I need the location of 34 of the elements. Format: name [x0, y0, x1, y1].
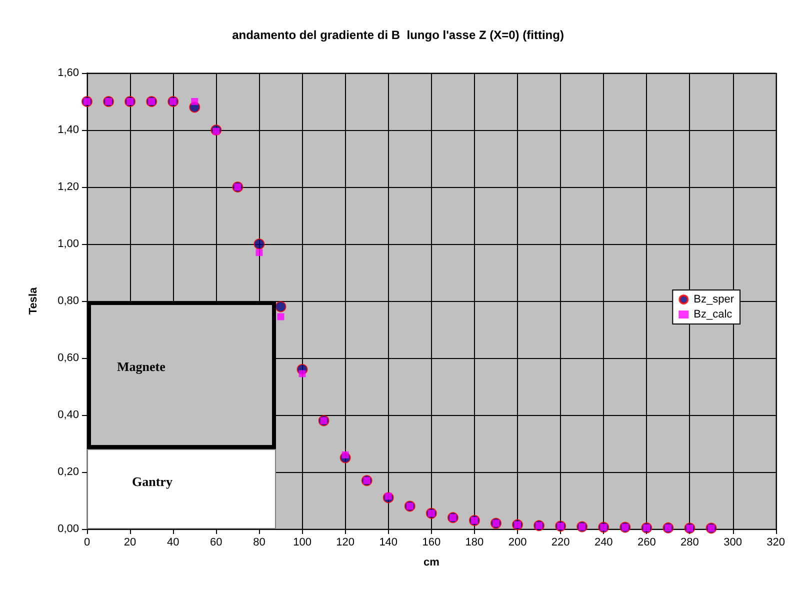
x-tick-label: 300	[724, 536, 742, 548]
y-tick-label: 0,80	[58, 295, 79, 307]
magnet-diagram: Magnete Gantry	[87, 301, 276, 529]
y-tick-label: 0,40	[58, 409, 79, 421]
annotation: Magnete	[117, 359, 166, 375]
y-tick-label: 1,60	[58, 67, 79, 79]
x-tick-label: 40	[166, 536, 180, 548]
x-tick-label: 320	[766, 536, 786, 548]
x-tick-label: 260	[637, 536, 656, 548]
x-tick-label: 120	[336, 536, 354, 548]
x-tick-label: 100	[293, 536, 312, 548]
chart-title: andamento del gradiente di B lungo l'asse Z (X=0) (fitting)	[232, 28, 564, 42]
x-tick-label: 160	[422, 536, 441, 548]
x-tick-label: 0	[84, 536, 90, 548]
legend-label: Bz_calc	[694, 308, 733, 320]
x-axis-title: cm	[423, 556, 440, 568]
y-tick-label: 1,00	[58, 238, 79, 250]
x-tick-label: 20	[124, 536, 136, 548]
x-tick-label: 140	[379, 536, 398, 548]
y-tick-label: 0,00	[58, 523, 79, 535]
x-tick-label: 220	[551, 536, 570, 548]
x-tick-label: 280	[680, 536, 699, 548]
x-tick-label: 60	[210, 536, 222, 548]
y-axis-title: Tesla	[28, 286, 40, 315]
x-tick-label: 240	[594, 536, 613, 548]
legend-label: Bz_sper	[694, 294, 734, 306]
y-tick-label: 0,20	[58, 466, 79, 478]
y-tick-label: 1,20	[58, 181, 79, 193]
x-tick-label: 200	[508, 536, 527, 548]
x-tick-label: 80	[253, 536, 266, 548]
x-tick-label: 180	[465, 536, 484, 548]
y-tick-label: 0,60	[58, 352, 79, 364]
annotation: Gantry	[132, 474, 172, 490]
y-tick-label: 1,40	[58, 124, 79, 136]
